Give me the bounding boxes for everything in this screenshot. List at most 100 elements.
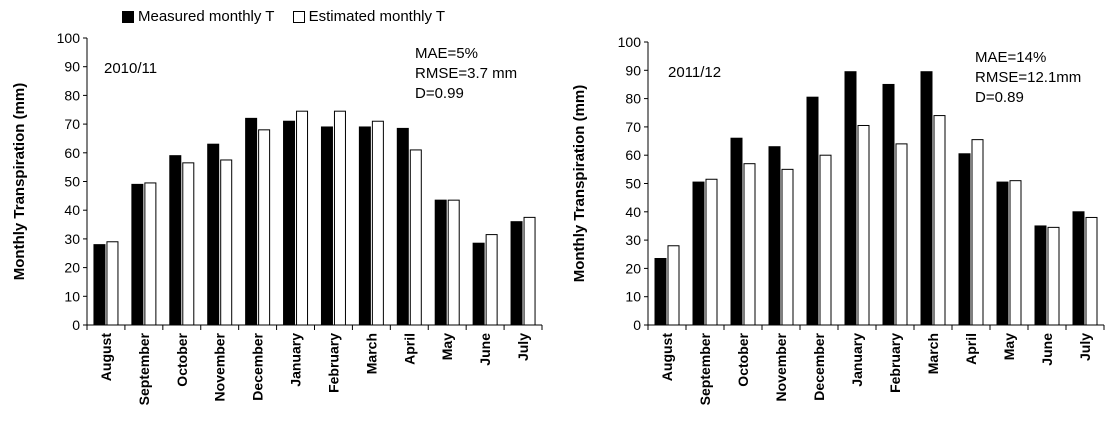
panel2-bar-estimated-july: [1085, 216, 1098, 326]
panel1-y-tick-label: 90: [64, 59, 80, 75]
panel1-x-tick-label-november: November: [212, 332, 228, 401]
panel1-y-tick-label: 80: [64, 87, 80, 103]
panel2-x-tick-label-september: September: [697, 332, 713, 405]
panel2-bar-estimated-march: [933, 115, 946, 326]
panel2-bar-measured-june: [1034, 225, 1047, 326]
panel1-bar-measured-june: [472, 242, 485, 326]
panel1-stat-line-2: RMSE=3.7 mm: [415, 65, 517, 82]
panel1-stat-line-3: D=0.99: [415, 85, 464, 102]
panel2-x-tick-label-november: November: [773, 332, 789, 401]
panel1-x-tick-label-december: December: [250, 332, 266, 400]
panel1-y-tick-label: 70: [64, 116, 80, 132]
panel1-bar-measured-december: [245, 117, 258, 326]
panel2-bar-measured-october: [730, 137, 743, 326]
legend-swatch-measured: [122, 10, 134, 23]
panel2-bar-measured-february: [882, 83, 895, 326]
legend-item-estimated: Estimated monthly T: [292, 8, 445, 25]
panel1-bar-estimated-january: [296, 110, 309, 326]
panel1-bar-measured-august: [93, 244, 106, 326]
panel2-bar-estimated-may: [1009, 180, 1022, 326]
panel1-bar-estimated-september: [144, 182, 157, 326]
panel1-y-tick-label: 0: [72, 317, 80, 333]
panel2-bar-measured-january: [844, 71, 857, 326]
panel2-y-tick-label: 40: [625, 204, 641, 220]
panel1-x-tick-label-october: October: [174, 332, 190, 386]
panel1-bar-measured-september: [131, 183, 144, 326]
panel1-bar-measured-july: [510, 221, 523, 326]
panel2-bar-estimated-september: [705, 178, 718, 326]
panel1-bar-measured-november: [207, 143, 220, 326]
panel2-y-axis-title: Monthly Transpiration (mm): [571, 85, 588, 283]
panel2-bar-estimated-october: [743, 163, 756, 326]
panel1-x-tick-label-march: March: [363, 333, 379, 374]
panel1-bar-measured-may: [434, 199, 447, 326]
panel2-bar-measured-may: [996, 181, 1009, 326]
panel2-y-tick-label: 0: [633, 317, 641, 333]
panel1-y-tick-label: 50: [64, 174, 80, 190]
panel2-stat-line-1: MAE=14%: [975, 49, 1046, 66]
panel1-y-tick-label: 20: [64, 260, 80, 276]
panel1-x-tick-label-may: May: [439, 333, 455, 360]
panel2-y-tick-label: 10: [625, 289, 641, 305]
panel2-stat-line-3: D=0.89: [975, 89, 1024, 106]
legend-label-measured: Measured monthly T: [138, 8, 275, 25]
chart-legend: Measured monthly T Estimated monthly T: [122, 8, 459, 27]
panel2-y-tick-label: 30: [625, 232, 641, 248]
panel1-bar-measured-april: [396, 127, 409, 326]
panel1-bar-estimated-november: [220, 159, 233, 326]
panel2-x-tick-label-may: May: [1001, 333, 1017, 360]
panel1-y-axis-title: Monthly Transpiration (mm): [11, 83, 28, 281]
panel2-y-tick-label: 70: [625, 119, 641, 135]
panel2-bar-measured-september: [692, 181, 705, 326]
panel1-bar-estimated-february: [333, 110, 346, 326]
panel2-x-tick-label-july: July: [1077, 333, 1093, 361]
panel2-stat-line-2: RMSE=12.1mm: [975, 69, 1081, 86]
panel2-bar-estimated-december: [819, 154, 832, 326]
panel2-bar-estimated-november: [781, 168, 794, 326]
panel2-x-tick-label-december: December: [811, 332, 827, 400]
panel1-stat-line-1: MAE=5%: [415, 45, 478, 62]
panel1-bar-estimated-july: [523, 216, 536, 326]
panel2-y-tick-label: 20: [625, 260, 641, 276]
panel1-bar-estimated-june: [485, 234, 498, 326]
panel1-y-tick-label: 60: [64, 145, 80, 161]
legend-item-measured: Measured monthly T: [122, 8, 274, 25]
panel1-y-tick-label: 10: [64, 288, 80, 304]
panel2-x-tick-label-february: February: [887, 333, 903, 393]
panel2-bar-measured-december: [806, 96, 819, 326]
panel2-x-tick-label-april: April: [963, 333, 979, 365]
panel2-bar-estimated-august: [667, 245, 680, 326]
panel1-bar-estimated-august: [106, 241, 119, 326]
panel1-x-tick-label-september: September: [136, 332, 152, 405]
panel2-bar-measured-august: [654, 257, 667, 326]
panel2-x-tick-label-october: October: [735, 332, 751, 386]
panel1-x-tick-label-july: July: [515, 333, 531, 361]
panel2-bar-measured-march: [920, 71, 933, 326]
legend-swatch-estimated: [292, 10, 305, 23]
panel1-bar-measured-february: [320, 126, 333, 326]
panel1-bar-estimated-december: [258, 129, 271, 326]
panel2-bar-measured-november: [768, 146, 781, 326]
panel2-bar-estimated-june: [1047, 226, 1060, 326]
panel1-y-tick-label: 100: [57, 30, 81, 46]
panel2-bar-estimated-april: [971, 139, 984, 326]
panel1-x-tick-label-april: April: [401, 333, 417, 365]
panel1-bar-measured-october: [169, 155, 182, 326]
panel2-x-tick-label-january: January: [849, 333, 865, 387]
panel2-x-tick-label-march: March: [925, 333, 941, 374]
panel1-panel-label: 2010/11: [104, 60, 157, 77]
panel1-x-tick-label-january: January: [288, 333, 304, 387]
panel2-y-tick-label: 80: [625, 91, 641, 107]
panel1-bar-measured-march: [358, 126, 371, 326]
panel1-y-tick-label: 40: [64, 202, 80, 218]
panel2-y-tick-label: 100: [618, 34, 642, 50]
panel2-bar-measured-april: [958, 153, 971, 326]
panel1-bar-estimated-march: [371, 120, 384, 326]
panel2-bar-estimated-january: [857, 124, 870, 326]
panel1-x-tick-label-june: June: [477, 333, 493, 366]
panel2-panel-label: 2011/12: [668, 64, 721, 81]
panel1-bar-estimated-may: [447, 199, 460, 326]
panel1-y-tick-label: 30: [64, 231, 80, 247]
panel2-y-tick-label: 50: [625, 176, 641, 192]
